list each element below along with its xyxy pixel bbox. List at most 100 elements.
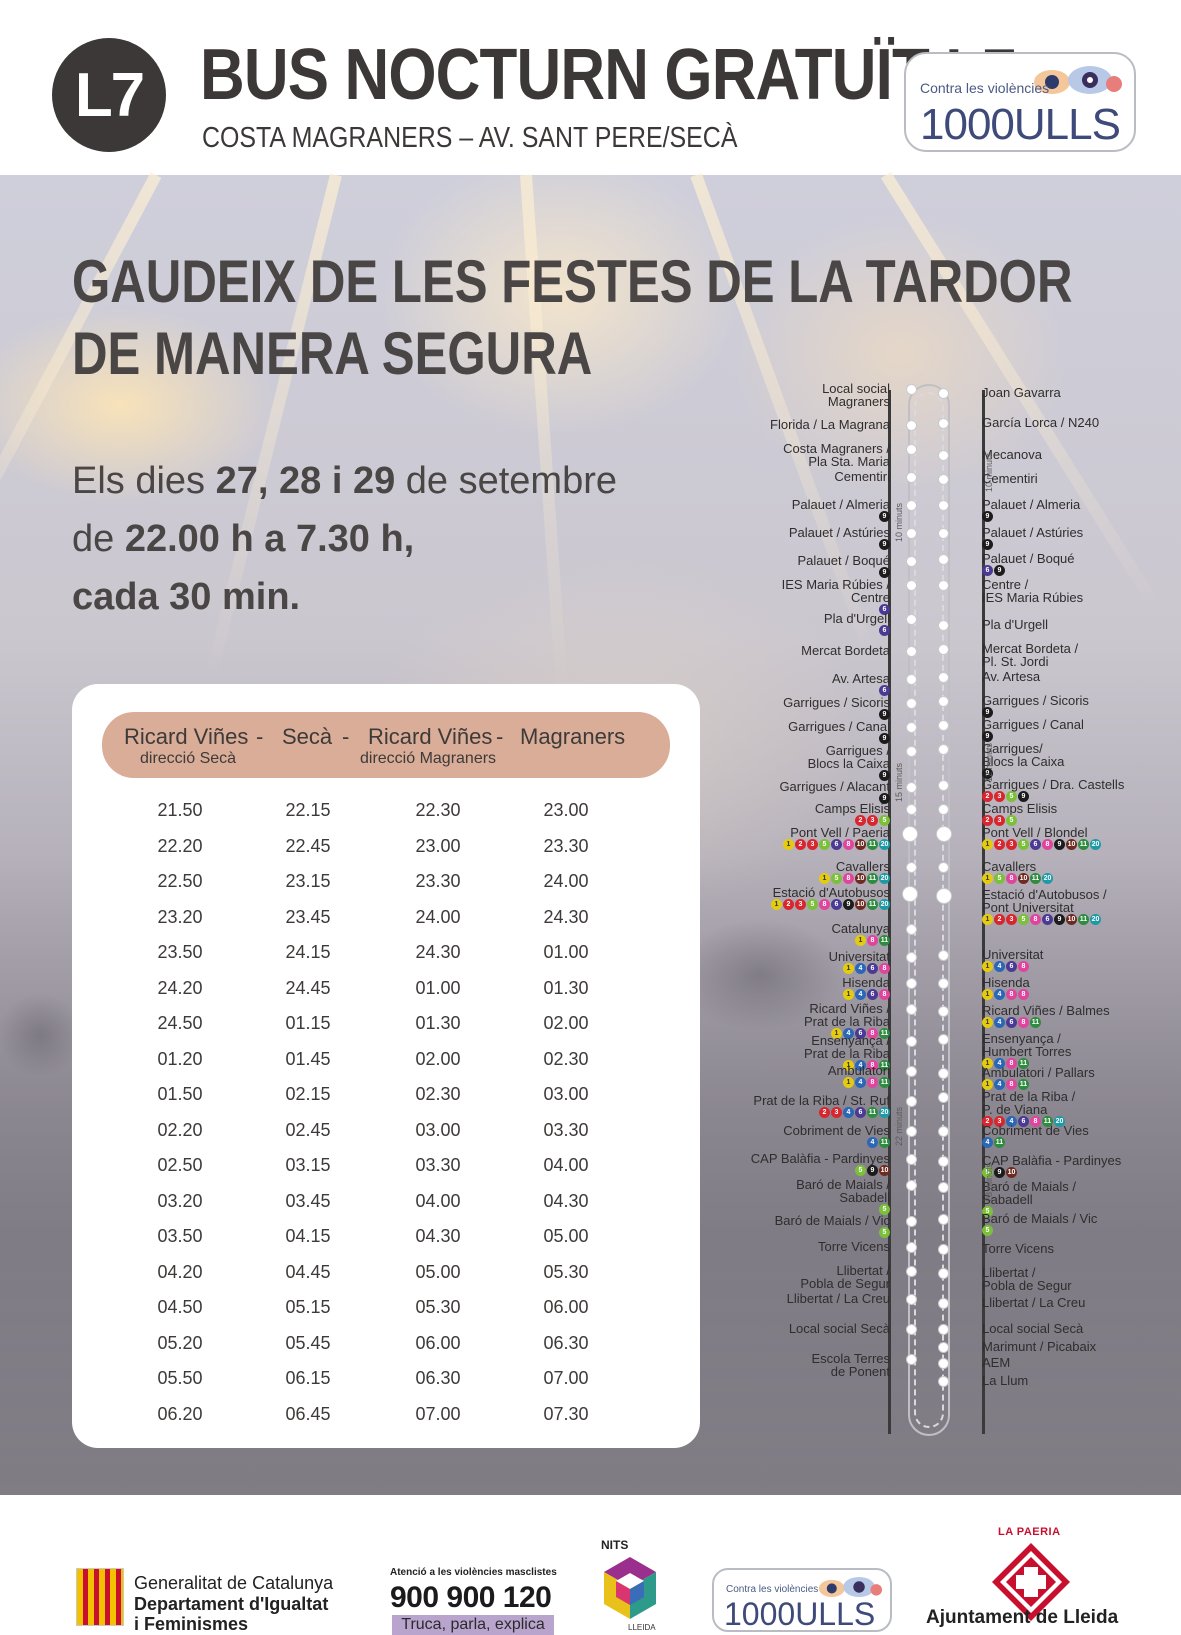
stop-name-line: Pobla de Segur bbox=[800, 1276, 890, 1291]
stop-name-line: Ambulatori bbox=[827, 1063, 890, 1078]
stop-dot bbox=[906, 1294, 917, 1305]
line-badge-5: 5 bbox=[879, 815, 890, 826]
line-badge-2: 2 bbox=[855, 815, 866, 826]
stop-dot bbox=[938, 804, 949, 815]
line-badge-6: 6 bbox=[1006, 1017, 1017, 1028]
line-badge-8: 8 bbox=[1006, 1058, 1017, 1069]
connection-lines: 2 3 4 6 11 20 bbox=[770, 1107, 890, 1118]
route-stop-left: Local social Magraners bbox=[822, 382, 890, 408]
route-stop-left: IES Maria Rúbies / Centre 6 bbox=[782, 578, 890, 615]
line-badge-11: 11 bbox=[867, 873, 878, 884]
stop-name-line: Garrigues/ bbox=[982, 741, 1043, 756]
table-cell: 06.15 bbox=[285, 1368, 331, 1388]
department-name-1: Departament d'Igualtat bbox=[134, 1594, 329, 1614]
stop-name-line: Hisenda bbox=[982, 975, 1030, 990]
route-stop-left: Palauet / Almeria 9 bbox=[792, 498, 890, 522]
stop-name-line: Local social Secà bbox=[788, 1321, 890, 1336]
line-badge-5: 5 bbox=[1006, 791, 1017, 802]
line-badge-11: 11 bbox=[994, 1137, 1005, 1148]
table-cell: 06.00 bbox=[415, 1332, 461, 1353]
stop-dot bbox=[906, 1096, 917, 1107]
logo-name: 1000ULLS bbox=[920, 100, 1121, 149]
table-row: 01.20 01.45 02.00 02.30 bbox=[102, 1043, 670, 1079]
paeria-shield-icon bbox=[992, 1543, 1070, 1621]
connection-lines: 9 bbox=[779, 793, 890, 804]
stop-dot bbox=[906, 472, 917, 483]
stop-name-line: Camps Elisis bbox=[814, 801, 890, 816]
stop-dot bbox=[906, 384, 917, 395]
headline-line-2: DE MANERA SEGURA bbox=[72, 320, 593, 387]
stop-dot bbox=[906, 782, 917, 793]
line-badge-20: 20 bbox=[879, 873, 890, 884]
line-badge-6: 6 bbox=[831, 839, 842, 850]
stop-name-line: Mercat Bordeta / bbox=[982, 641, 1079, 656]
stop-dot bbox=[938, 418, 949, 429]
line-badge-11: 11 bbox=[1030, 873, 1041, 884]
nits-cube-icon bbox=[604, 1557, 656, 1619]
header-stop-seca: Secà bbox=[282, 724, 333, 749]
stop-name-line: Cobriment de Vies bbox=[982, 1123, 1089, 1138]
stop-name-line: Garrigues / bbox=[825, 743, 890, 758]
stop-dot bbox=[906, 1216, 917, 1227]
table-cell: 24.15 bbox=[285, 942, 331, 962]
route-stop-left: Av. Artesa 6 bbox=[832, 672, 890, 696]
connection-lines: 9 bbox=[982, 768, 1064, 779]
route-stop-right: La Llum bbox=[982, 1374, 1028, 1387]
stop-dot bbox=[938, 1006, 949, 1017]
route-stop-right: AEM bbox=[982, 1356, 1010, 1369]
stop-dot bbox=[938, 1034, 949, 1045]
route-stop-left: Cobriment de Vies 4 11 bbox=[783, 1124, 890, 1148]
line-badge-5: 5 bbox=[879, 1204, 890, 1215]
route-stop-left: Cavallers 1 5 8 10 11 20 bbox=[819, 860, 890, 884]
line-badge-1: 1 bbox=[982, 1079, 993, 1090]
line-badge-11: 11 bbox=[879, 935, 890, 946]
line-badge-6: 6 bbox=[867, 989, 878, 1000]
line-badge-4: 4 bbox=[994, 1079, 1005, 1090]
table-row: 04.20 04.45 05.00 05.30 bbox=[102, 1256, 670, 1292]
route-stop-right: Baró de Maials / Sabadell 5 bbox=[982, 1180, 1076, 1217]
line-badge-10: 10 bbox=[855, 839, 866, 850]
table-cell: 05.30 bbox=[543, 1261, 589, 1282]
line-badge-20: 20 bbox=[879, 839, 890, 850]
table-cell: 23.15 bbox=[285, 871, 331, 891]
table-cell: 04.20 bbox=[157, 1261, 203, 1282]
stop-name-line: Marimunt / Picabaix bbox=[982, 1339, 1097, 1354]
connection-lines: 9 bbox=[808, 770, 890, 781]
line-badge-4: 4 bbox=[843, 1107, 854, 1118]
table-cell: 23.20 bbox=[157, 906, 203, 927]
table-cell: 24.50 bbox=[157, 1013, 203, 1033]
table-cell: 05.45 bbox=[285, 1332, 331, 1353]
timetable: Ricard Viñes - Secà - Ricard Viñes - Mag… bbox=[72, 684, 700, 1448]
stop-name-line: La Llum bbox=[982, 1373, 1029, 1388]
connection-lines: 9 bbox=[789, 539, 890, 550]
stop-dot bbox=[906, 444, 917, 455]
connection-lines: 1 2 3 5 6 8 9 10 11 20 bbox=[982, 839, 1101, 850]
line-badge-10: 10 bbox=[1066, 914, 1077, 925]
line-badge-9: 9 bbox=[867, 1165, 878, 1176]
table-row: 22.20 22.45 23.00 23.30 bbox=[102, 830, 670, 866]
connection-lines: 5 bbox=[982, 1225, 1097, 1236]
route-stop-left: Mercat Bordeta bbox=[801, 644, 890, 657]
stop-name-line: Garrigues / Canal bbox=[788, 719, 890, 734]
helpline-number[interactable]: 900 900 120 bbox=[390, 1581, 552, 1614]
line-badge-4: 4 bbox=[855, 989, 866, 1000]
connection-lines: 9 bbox=[982, 539, 1083, 550]
stop-dot bbox=[938, 500, 949, 511]
header-stop-magraners: Magraners bbox=[520, 724, 626, 749]
line-badge-9: 9 bbox=[879, 793, 890, 804]
connection-lines: 9 bbox=[982, 511, 1080, 522]
schedule-l2-pre: de bbox=[72, 518, 125, 560]
stop-name-line: Prat de la Riba / St. Ruf bbox=[753, 1093, 890, 1108]
table-cell: 01.45 bbox=[285, 1048, 331, 1069]
table-cell: 23.30 bbox=[543, 835, 589, 856]
stop-name-line: Pobla de Segur bbox=[982, 1278, 1072, 1293]
line-badge-9: 9 bbox=[843, 899, 854, 910]
table-cell: 03.15 bbox=[285, 1155, 331, 1175]
header-direction-magraners: direcció Magraners bbox=[360, 750, 497, 767]
header-separator: - bbox=[496, 724, 504, 749]
stop-dot bbox=[906, 862, 917, 873]
table-row: 03.20 03.45 04.00 04.30 bbox=[102, 1185, 670, 1221]
connection-lines: 1 4 8 11 bbox=[982, 1079, 1095, 1090]
